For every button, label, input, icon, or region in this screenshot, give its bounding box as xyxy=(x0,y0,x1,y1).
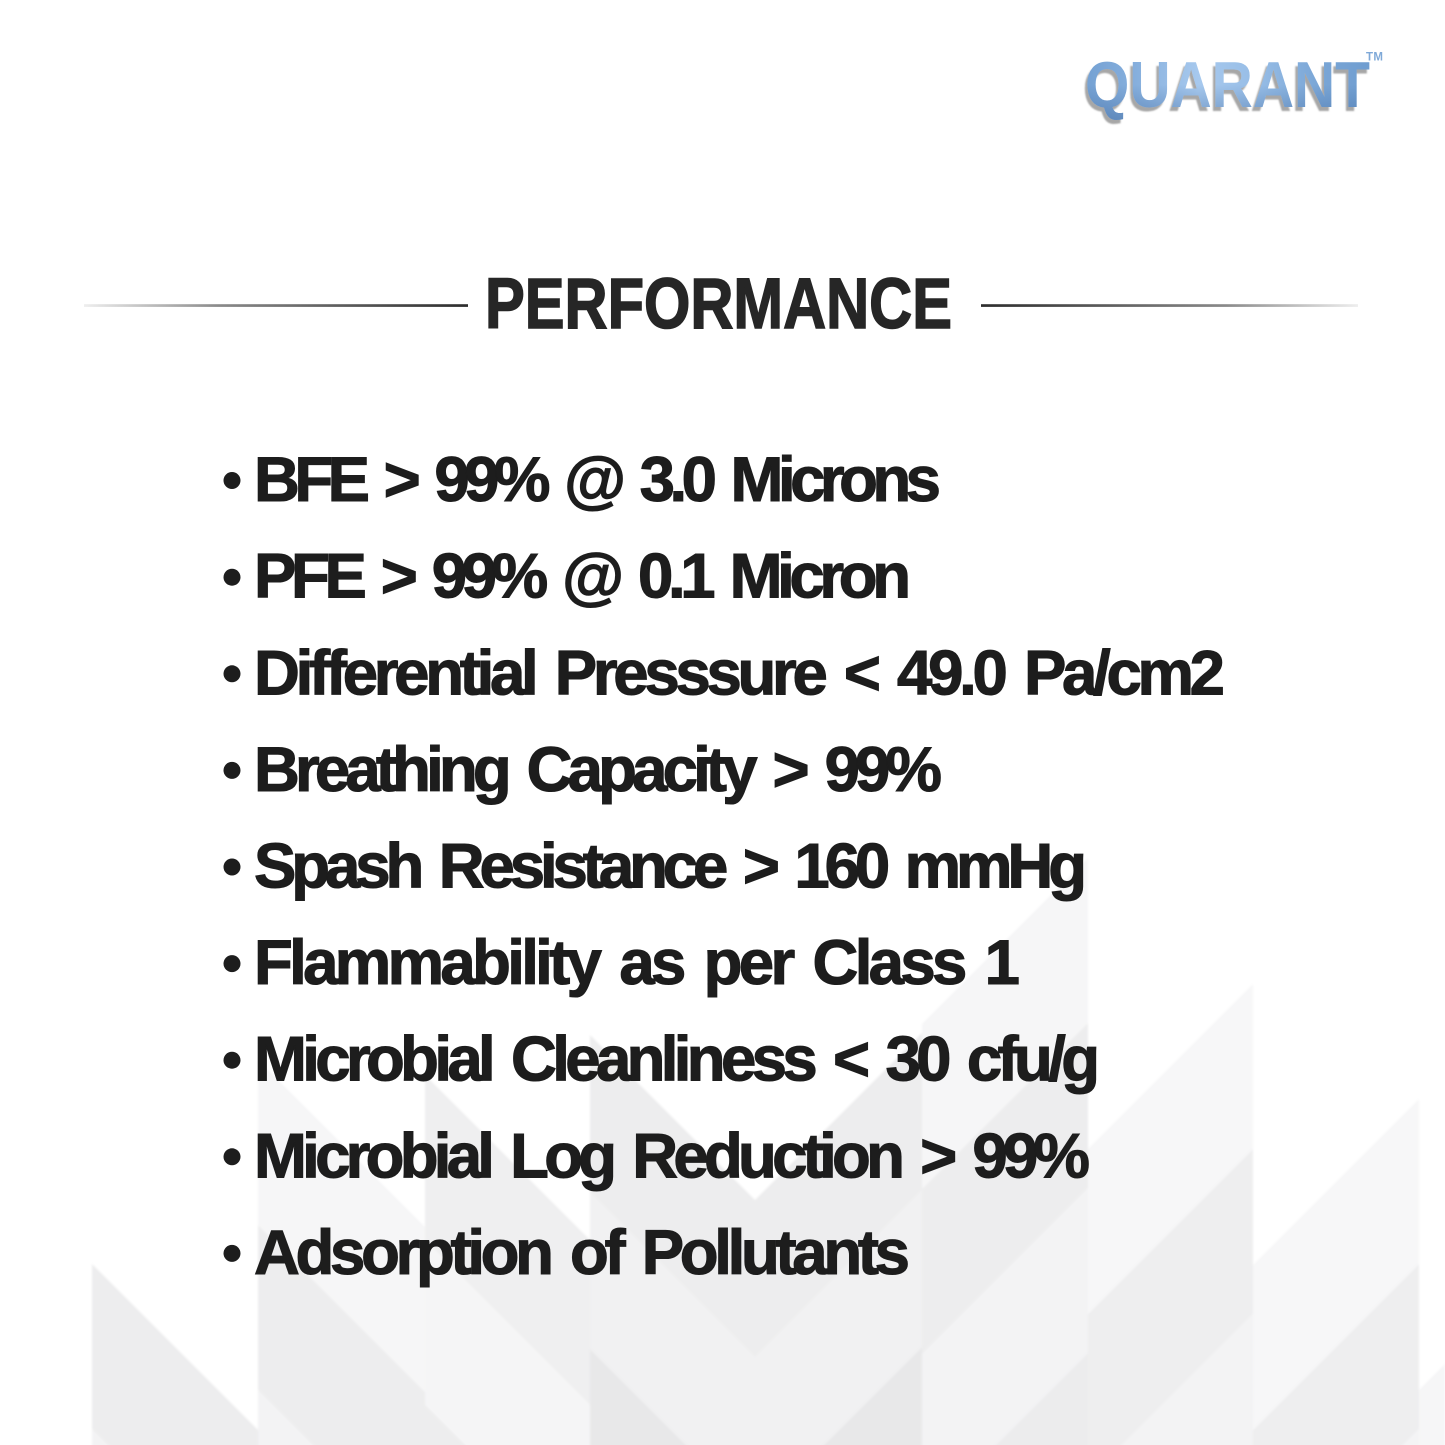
svg-text:Differential Presssure < 49.0: Differential Presssure < 49.0 Pa/cm2 xyxy=(254,638,1225,708)
svg-text:TM: TM xyxy=(1366,52,1383,64)
svg-text:Adsorption of Pollutants: Adsorption of Pollutants xyxy=(254,1218,910,1288)
svg-text:Flammability as per Class 1: Flammability as per Class 1 xyxy=(254,928,1020,998)
svg-text:Microbial Cleanliness < 30 cfu: Microbial Cleanliness < 30 cfu/g xyxy=(254,1025,1100,1095)
svg-text:Spash Resistance > 160 mmHg: Spash Resistance > 160 mmHg xyxy=(254,832,1087,902)
svg-text:QUARANT: QUARANT xyxy=(1085,48,1370,121)
svg-text:QUARANT: QUARANT xyxy=(1085,48,1370,121)
svg-text:PFE > 99% @ 0.1 Micron: PFE > 99% @ 0.1 Micron xyxy=(254,542,911,612)
svg-text:Breathing Capacity > 99%: Breathing Capacity > 99% xyxy=(254,735,942,805)
svg-text:PERFORMANCE: PERFORMANCE xyxy=(485,265,952,344)
svg-text:BFE > 99% @ 3.0 Microns: BFE > 99% @ 3.0 Microns xyxy=(254,445,941,515)
svg-text:Microbial Log Reduction > 99%: Microbial Log Reduction > 99% xyxy=(254,1121,1090,1191)
